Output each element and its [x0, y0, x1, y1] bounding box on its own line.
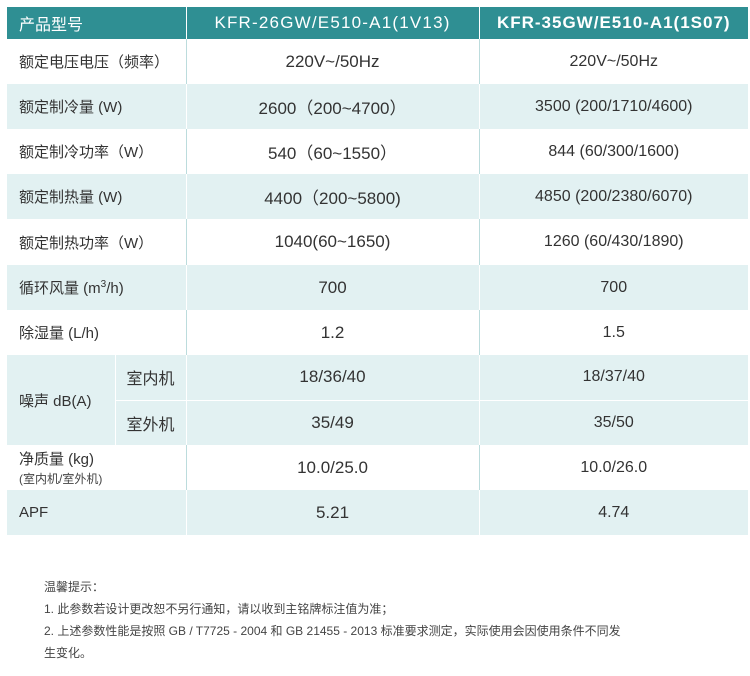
row-value-model-2: 700	[478, 265, 749, 310]
table-row-apf: APF 5.21 4.74	[7, 490, 749, 535]
row-value-model-1: 18/36/40	[185, 355, 480, 401]
row-value-model-2: 4850 (200/2380/6070)	[478, 174, 749, 219]
row-value-model-1: 10.0/25.0	[185, 445, 480, 490]
weight-sublabel: (室内机/室外机)	[19, 472, 103, 486]
row-value-model-1: 4400（200~5800)	[185, 174, 480, 219]
row-label: 额定制冷量 (W)	[7, 84, 187, 129]
table-row-heating-power: 额定制热功率（W） 1040(60~1650) 1260 (60/430/189…	[7, 219, 749, 265]
table-row-airflow: 循环风量 (m3/h) 700 700	[7, 265, 749, 310]
table-row-dehumidify: 除湿量 (L/h) 1.2 1.5	[7, 310, 749, 355]
row-label: 除湿量 (L/h)	[7, 310, 187, 355]
airflow-label-sup: 3	[100, 279, 107, 290]
noise-sub-label-indoor: 室内机	[114, 355, 187, 401]
row-value-model-1: 35/49	[185, 400, 480, 445]
weight-label: 净质量 (kg)	[19, 451, 95, 468]
table-row-voltage: 额定电压电压（频率） 220V~/50Hz 220V~/50Hz	[7, 39, 749, 84]
notes-line-1: 1. 此参数若设计更改恕不另行通知，请以收到主铭牌标注值为准；	[44, 602, 394, 616]
row-label: 循环风量 (m3/h)	[7, 265, 187, 310]
table-row-cooling-power: 额定制冷功率（W） 540（60~1550） 844 (60/300/1600)	[7, 129, 749, 174]
table-row-noise-outdoor: 室外机 35/49 35/50	[7, 400, 749, 445]
row-label: 额定制热功率（W）	[7, 219, 187, 265]
row-label: 额定制冷功率（W）	[7, 129, 187, 174]
row-value-model-1: 5.21	[185, 490, 480, 535]
table-header-row: 产品型号 KFR-26GW/E510-A1(1V13) KFR-35GW/E51…	[7, 7, 749, 39]
row-value-model-2: 844 (60/300/1600)	[478, 129, 749, 174]
row-label: 噪声 dB(A)	[7, 355, 115, 445]
row-label: 额定制热量 (W)	[7, 174, 187, 219]
row-value-model-1: 700	[185, 265, 480, 310]
header-label: 产品型号	[7, 7, 187, 39]
row-label: 净质量 (kg) (室内机/室外机)	[7, 445, 187, 490]
row-value-model-2: 35/50	[478, 400, 749, 445]
row-value-model-1: 540（60~1550）	[185, 129, 480, 174]
row-value-model-2: 10.0/26.0	[478, 445, 749, 490]
notes-section: 温馨提示： 1. 此参数若设计更改恕不另行通知，请以收到主铭牌标注值为准； 2.…	[44, 576, 734, 664]
row-value-model-1: 2600（200~4700）	[185, 84, 480, 129]
airflow-label-post: /h)	[106, 280, 124, 297]
table-row-heating-capacity: 额定制热量 (W) 4400（200~5800) 4850 (200/2380/…	[7, 174, 749, 219]
table-row-weight: 净质量 (kg) (室内机/室外机) 10.0/25.0 10.0/26.0	[7, 445, 749, 490]
row-value-model-2: 3500 (200/1710/4600)	[478, 84, 749, 129]
row-value-model-2: 18/37/40	[478, 355, 749, 401]
header-model-2: KFR-35GW/E510-A1(1S07)	[478, 7, 749, 39]
row-value-model-2: 1260 (60/430/1890)	[478, 219, 749, 265]
table-row-noise-indoor: 噪声 dB(A) 室内机 18/36/40 18/37/40	[7, 355, 749, 445]
header-model-1: KFR-26GW/E510-A1(1V13)	[185, 7, 480, 39]
row-value-model-2: 220V~/50Hz	[478, 39, 749, 84]
row-label: 额定电压电压（频率）	[7, 39, 187, 84]
spec-table: 产品型号 KFR-26GW/E510-A1(1V13) KFR-35GW/E51…	[7, 7, 749, 535]
airflow-label-pre: 循环风量 (m	[19, 280, 101, 297]
row-label: APF	[7, 490, 187, 535]
notes-line-2: 2. 上述参数性能是按照 GB / T7725 - 2004 和 GB 2145…	[44, 624, 621, 638]
row-value-model-2: 4.74	[478, 490, 749, 535]
row-value-model-1: 220V~/50Hz	[185, 39, 480, 84]
noise-sub-label-outdoor: 室外机	[114, 400, 187, 445]
notes-title: 温馨提示：	[44, 580, 105, 594]
table-row-cooling-capacity: 额定制冷量 (W) 2600（200~4700） 3500 (200/1710/…	[7, 84, 749, 129]
row-value-model-2: 1.5	[478, 310, 749, 355]
row-value-model-1: 1.2	[185, 310, 480, 355]
row-value-model-1: 1040(60~1650)	[185, 219, 480, 265]
notes-line-2-continued: 生变化。	[44, 646, 93, 660]
